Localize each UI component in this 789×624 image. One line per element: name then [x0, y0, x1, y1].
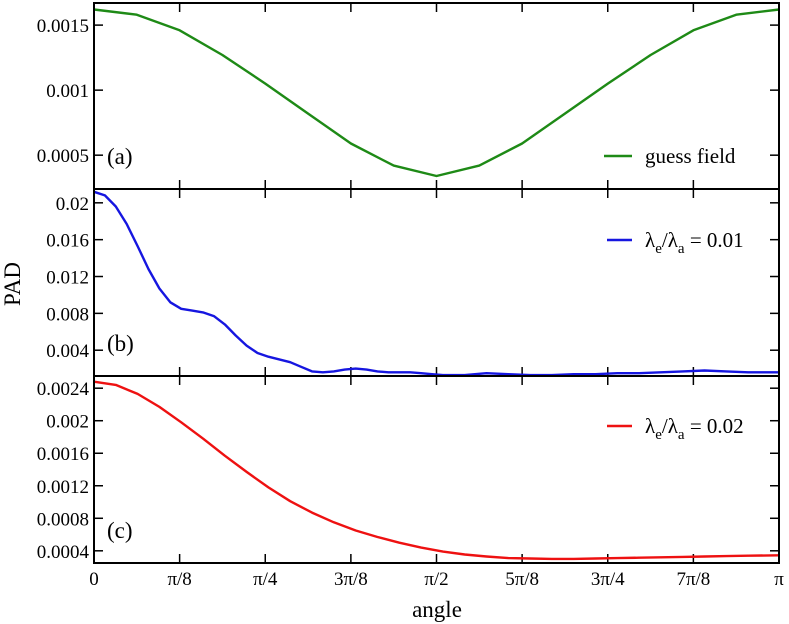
y-tick-label: 0.012 [46, 268, 89, 289]
y-axis-label: PAD [0, 262, 25, 306]
panel-tag: (c) [107, 518, 133, 543]
y-tick-label: 0.0012 [37, 477, 89, 498]
legend-label: λe/λa = 0.02 [645, 414, 744, 443]
legend-sub1: e [655, 427, 662, 443]
legend-sep: / [662, 414, 668, 438]
y-tick-label: 0.0024 [37, 379, 90, 400]
legend-tail: = 0.01 [685, 228, 744, 252]
x-axis-label: angle [412, 597, 462, 622]
legend-base2: λ [668, 228, 679, 252]
plot-frame [93, 375, 780, 564]
legend-label: guess field [645, 144, 736, 168]
x-tick-label: 0 [89, 569, 99, 590]
y-tick-label: 0.0015 [37, 16, 89, 37]
panel-1: 0.0005 0.001 0.0015 (a) guess field [37, 2, 780, 190]
panel-tag: (a) [107, 144, 133, 169]
series-line [93, 190, 779, 377]
legend-base1: λ [645, 228, 656, 252]
y-tick-label: 0.0008 [37, 509, 89, 530]
x-tick-label: π [774, 569, 784, 590]
panel-3: 0.0004 0.0008 0.0012 0.0016 0.002 0.0024 (c) λe… [37, 375, 780, 564]
legend-sub2: a [678, 427, 685, 443]
y-tick-label: 0.0016 [37, 444, 89, 465]
x-tick-label: π/2 [424, 569, 448, 590]
legend-sub2: a [678, 241, 685, 257]
y-tick-label: 0.004 [46, 341, 89, 362]
legend-label: λe/λa = 0.01 [645, 228, 744, 257]
y-tick-label: 0.0004 [37, 542, 90, 563]
panel-tag: (b) [107, 331, 134, 356]
x-tick-label: π/8 [167, 569, 191, 590]
x-tick-label: 7π/8 [676, 569, 710, 590]
legend-sub1: e [655, 241, 662, 257]
y-tick-label: 0.008 [46, 304, 89, 325]
y-tick-label: 0.002 [46, 412, 89, 433]
y-tick-label: 0.001 [46, 81, 89, 102]
y-tick-label: 0.02 [56, 194, 89, 215]
plot-frame [93, 188, 780, 377]
y-tick-label: 0.016 [46, 231, 89, 252]
y-tick-label: 0.0005 [37, 146, 89, 167]
legend-base2: λ [668, 414, 679, 438]
x-tick-label: 3π/8 [334, 569, 368, 590]
x-tick-label: 3π/4 [591, 569, 625, 590]
x-tick-label: 5π/8 [505, 569, 539, 590]
legend-tail: = 0.02 [685, 414, 744, 438]
series-line [93, 380, 780, 561]
series-line [93, 8, 780, 178]
x-tick-label: π/4 [253, 569, 278, 590]
legend-sep: / [662, 228, 668, 252]
legend-base1: λ [645, 414, 656, 438]
